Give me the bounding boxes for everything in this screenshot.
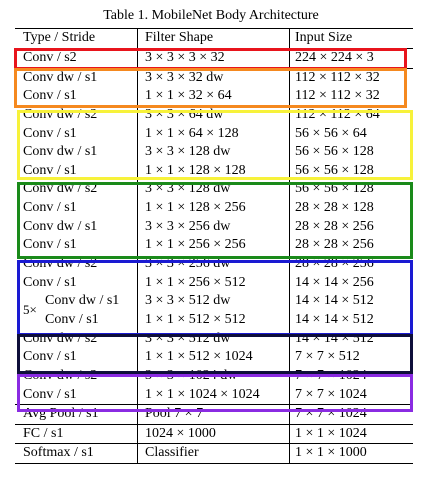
cell-filter: 3 × 3 × 32 dw	[145, 69, 224, 85]
cell-filter: 1 × 1 × 32 × 64	[145, 88, 232, 104]
cell-filter: 3 × 3 × 3 × 32	[145, 50, 225, 65]
cell-type: Avg Pool / s1	[23, 406, 99, 422]
cell-input: 7 × 7 × 1024	[295, 406, 367, 422]
cell-filter: 1 × 1 × 1024 × 1024	[145, 386, 260, 402]
cell-filter: 3 × 3 × 512 dw	[145, 293, 231, 309]
cell-input: 7 × 7 × 512	[295, 349, 360, 365]
cell-input: 1 × 1 × 1000	[295, 445, 367, 461]
cell-filter: 1 × 1 × 512 × 512	[145, 311, 246, 327]
cell-input: 28 × 28 × 256	[295, 237, 374, 253]
cell-filter: 1 × 1 × 256 × 512	[145, 274, 246, 290]
cell-input: 14 × 14 × 512	[295, 330, 374, 346]
cell-type: Conv / s1	[23, 349, 77, 365]
table-row: 5× Conv dw / s1 3 × 3 × 512 dw 14 × 14 ×…	[15, 292, 413, 317]
cell-filter: 3 × 3 × 64 dw	[145, 106, 224, 122]
cell-input: 1 × 1 × 1024	[295, 425, 367, 441]
architecture-table: Type / Stride Filter Shape Input Size Co…	[15, 28, 413, 465]
cell-type: Conv / s1	[23, 274, 77, 290]
cell-type: Conv dw / s2	[23, 330, 98, 346]
cell-filter: 3 × 3 × 256 dw	[145, 256, 231, 272]
cell-input: 14 × 14 × 256	[295, 274, 374, 290]
cell-type: Conv / s1	[23, 237, 77, 253]
table-row: Conv / s1 1 × 1 × 1024 × 1024 7 × 7 × 10…	[15, 386, 413, 406]
cell-type: Conv dw / s2	[23, 181, 98, 197]
cell-type: FC / s1	[23, 425, 64, 441]
cell-filter: 3 × 3 × 1024 dw	[145, 367, 238, 383]
header-filter: Filter Shape	[145, 30, 214, 45]
cell-input: 224 × 224 × 3	[295, 50, 374, 65]
header-input: Input Size	[295, 30, 353, 45]
cell-type: Conv dw / s1	[45, 293, 120, 309]
cell-type: Conv / s1	[45, 311, 99, 327]
cell-filter: 1024 × 1000	[145, 425, 216, 441]
cell-filter: 1 × 1 × 64 × 128	[145, 125, 239, 141]
cell-filter: Classifier	[145, 445, 199, 461]
cell-input: 14 × 14 × 512	[295, 311, 374, 327]
cell-input: 28 × 28 × 256	[295, 218, 374, 234]
header-type: Type / Stride	[23, 30, 96, 45]
cell-input: 14 × 14 × 512	[295, 293, 374, 309]
cell-filter: 3 × 3 × 128 dw	[145, 144, 231, 160]
cell-filter: 1 × 1 × 256 × 256	[145, 237, 246, 253]
table-header: Type / Stride Filter Shape Input Size	[15, 29, 413, 49]
table-row: Conv / s1 1 × 1 × 512 × 1024 7 × 7 × 512	[15, 348, 413, 367]
table-row: Conv / s1 1 × 1 × 256 × 512 14 × 14 × 25…	[15, 274, 413, 293]
cell-input: 28 × 28 × 256	[295, 256, 374, 272]
table-row: Conv dw / s2 3 × 3 × 64 dw 112 × 112 × 6…	[15, 106, 413, 125]
table-row: Conv / s1 1 × 1 × 64 × 128 56 × 56 × 64	[15, 125, 413, 144]
cell-type: Conv / s1	[23, 162, 77, 178]
cell-input: 56 × 56 × 64	[295, 125, 367, 141]
cell-filter: 3 × 3 × 512 dw	[145, 330, 231, 346]
cell-input: 56 × 56 × 128	[295, 162, 374, 178]
cell-input: 7 × 7 × 1024	[295, 386, 367, 402]
table-row: Conv / s1 1 × 1 × 128 × 128 56 × 56 × 12…	[15, 162, 413, 181]
cell-input: 112 × 112 × 32	[295, 69, 380, 85]
table-row: Conv dw / s1 3 × 3 × 32 dw 112 × 112 × 3…	[15, 69, 413, 88]
column-divider	[137, 29, 138, 464]
table-row: Conv dw / s2 3 × 3 × 1024 dw 7 × 7 × 102…	[15, 367, 413, 386]
cell-type: Conv / s2	[23, 50, 77, 65]
table-caption: Table 1. MobileNet Body Architecture	[103, 8, 319, 23]
cell-input: 112 × 112 × 32	[295, 88, 380, 104]
cell-filter: 1 × 1 × 128 × 256	[145, 200, 246, 216]
table-row: Conv dw / s2 3 × 3 × 512 dw 14 × 14 × 51…	[15, 330, 413, 349]
table-row: Conv / s1 1 × 1 × 256 × 256 28 × 28 × 25…	[15, 236, 413, 255]
table-row: Conv dw / s2 3 × 3 × 128 dw 56 × 56 × 12…	[15, 180, 413, 199]
cell-filter: 1 × 1 × 128 × 128	[145, 162, 246, 178]
cell-type: Conv dw / s1	[23, 144, 98, 160]
table-row: Conv dw / s2 3 × 3 × 256 dw 28 × 28 × 25…	[15, 255, 413, 274]
cell-type: Conv / s1	[23, 88, 77, 104]
cell-type: Conv / s1	[23, 386, 77, 402]
table-row: Conv dw / s1 3 × 3 × 256 dw 28 × 28 × 25…	[15, 218, 413, 237]
cell-filter: 3 × 3 × 256 dw	[145, 218, 231, 234]
table-row: Avg Pool / s1 Pool 7 × 7 7 × 7 × 1024	[15, 405, 413, 425]
cell-type: Conv dw / s2	[23, 106, 98, 122]
cell-filter: Pool 7 × 7	[145, 406, 204, 422]
table-row: Softmax / s1 Classifier 1 × 1 × 1000	[15, 444, 413, 463]
cell-input: 7 × 7 × 1024	[295, 367, 367, 383]
cell-input: 28 × 28 × 128	[295, 200, 374, 216]
table-row: Conv / s1 1 × 1 × 128 × 256 28 × 28 × 12…	[15, 199, 413, 218]
cell-type: Conv / s1	[23, 125, 77, 141]
cell-type: Conv dw / s2	[23, 367, 98, 383]
cell-input: 56 × 56 × 128	[295, 181, 374, 197]
column-divider	[289, 29, 290, 464]
cell-input: 112 × 112 × 64	[295, 106, 380, 122]
cell-type: Conv dw / s1	[23, 218, 98, 234]
cell-type: Conv dw / s1	[23, 69, 98, 85]
repeat-label: 5×	[23, 302, 37, 318]
cell-type: Conv / s1	[23, 200, 77, 216]
cell-type: Softmax / s1	[23, 445, 94, 461]
table-row: Conv / s1 1 × 1 × 512 × 512 14 × 14 × 51…	[15, 311, 413, 330]
table-row: Conv dw / s1 3 × 3 × 128 dw 56 × 56 × 12…	[15, 143, 413, 162]
cell-input: 56 × 56 × 128	[295, 144, 374, 160]
cell-type: Conv dw / s2	[23, 256, 98, 272]
cell-filter: 3 × 3 × 128 dw	[145, 181, 231, 197]
table-row: FC / s1 1024 × 1000 1 × 1 × 1024	[15, 425, 413, 445]
cell-filter: 1 × 1 × 512 × 1024	[145, 349, 253, 365]
table-row: Conv / s1 1 × 1 × 32 × 64 112 × 112 × 32	[15, 87, 413, 106]
table-row: Conv / s2 3 × 3 × 3 × 32 224 × 224 × 3	[15, 49, 413, 69]
